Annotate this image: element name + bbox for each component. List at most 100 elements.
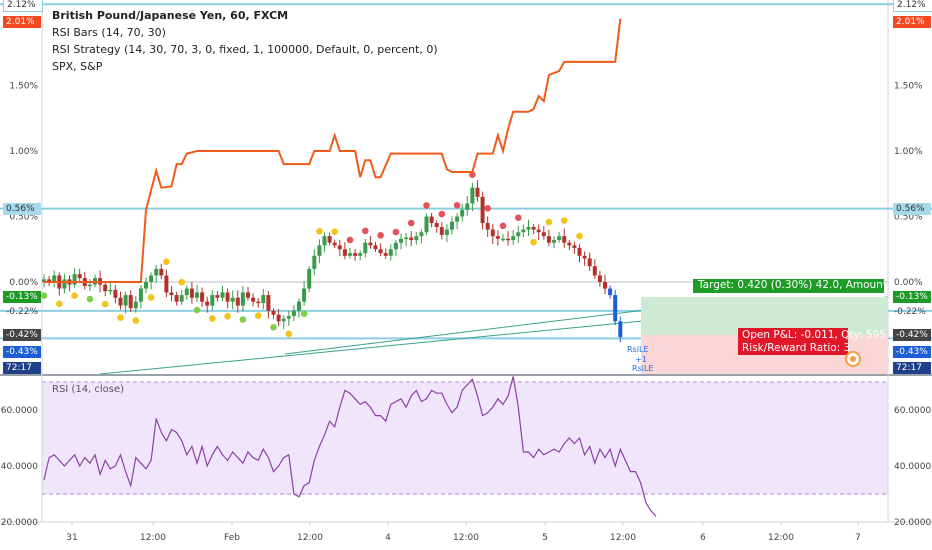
candle-body-106 (582, 255, 587, 259)
candle-body-56 (327, 236, 332, 243)
candle-body-6 (72, 274, 77, 285)
rsi-dot-12 (101, 300, 109, 308)
candle-body-9 (87, 284, 92, 287)
candle-body-58 (337, 245, 342, 250)
candle-body-52 (307, 268, 312, 289)
candle-body-63 (363, 242, 368, 254)
candle-body-7 (77, 274, 82, 279)
candle-body-79 (444, 229, 449, 235)
rsi-dot-66 (377, 232, 384, 239)
price-tag-left-2: 0.56% (3, 203, 41, 215)
rsi-dot-0 (40, 292, 48, 299)
candle-body-29 (189, 288, 194, 298)
candle-body-54 (317, 245, 322, 256)
rsi-dot-33 (209, 315, 216, 322)
price-tag-left-6: 72:17 (3, 362, 41, 374)
price-tag-right-2: 0.56% (893, 203, 931, 215)
candle-body-40 (246, 292, 250, 298)
price-tick-right-0: 1.50% (894, 82, 923, 92)
rsi-dot-48 (285, 330, 293, 338)
rsi-dot-45 (270, 323, 277, 331)
candle-body-77 (434, 223, 439, 227)
candle-body-67 (383, 253, 388, 256)
candle-body-86 (480, 196, 485, 224)
rsi-dot-15 (117, 314, 124, 321)
candle-body-50 (297, 301, 301, 311)
candle-body-23 (159, 268, 164, 276)
price-tick-left-2: 0.50% (9, 213, 38, 223)
candle-body-107 (587, 258, 592, 267)
candle-body-87 (485, 223, 490, 230)
candle-body-0 (42, 279, 46, 282)
legend-indicator-rsi-strategy: RSI Strategy (14, 30, 70, 3, 0, fixed, 1… (52, 43, 438, 56)
rsi-dot-6 (71, 292, 78, 299)
candle-body-93 (516, 232, 521, 237)
candle-body-4 (62, 279, 67, 289)
rsi-dot-105 (576, 232, 583, 240)
rsi-tick-right-2: 20.0000 (894, 518, 931, 528)
rsi-dot-51 (300, 310, 308, 317)
price-tag-left-0: 2.12% (3, 0, 43, 12)
candle-body-20 (144, 282, 148, 289)
price-tick-left-3: 0.00% (9, 278, 38, 288)
target-text: Target: 0.420 (0.30%) 42.0, Amount: 1 (698, 279, 884, 291)
candle-body-18 (133, 301, 138, 309)
trade-marker-2: +1 (635, 355, 647, 364)
candle-body-75 (424, 216, 429, 233)
candle-body-74 (419, 232, 424, 237)
rsi-dot-78 (438, 210, 446, 218)
candle-body-88 (490, 229, 495, 237)
candle-body-35 (220, 292, 225, 298)
candle-body-21 (149, 275, 154, 282)
candle-body-90 (501, 238, 505, 241)
rsi-dot-81 (453, 201, 461, 209)
candle-body-81 (455, 216, 460, 222)
rsi-dot-63 (362, 227, 369, 235)
candle-body-100 (552, 240, 556, 243)
candle-body-44 (266, 295, 271, 311)
candle-body-101 (557, 236, 562, 241)
rsi-dot-102 (560, 217, 568, 224)
candle-body-72 (409, 237, 414, 241)
candle-body-57 (332, 242, 337, 246)
candle-body-32 (205, 301, 210, 306)
time-label-4: 4 (385, 533, 391, 543)
candle-body-104 (572, 245, 577, 248)
legend-title: British Pound/Japanese Yen, 60, FXCM (52, 9, 289, 22)
rsi-tick-right-1: 40.0000 (894, 462, 931, 472)
candle-body-103 (567, 242, 572, 246)
candle-body-98 (541, 232, 546, 237)
candle-body-33 (210, 295, 215, 306)
time-label-7: 12:00 (610, 533, 636, 543)
time-label-0: 31 (66, 533, 77, 543)
open-pnl-text: Open P&L: -0.011, Qty: 595 (742, 329, 886, 341)
candle-body-37 (230, 297, 235, 302)
rsi-dot-57 (331, 228, 339, 235)
candle-body-95 (526, 226, 531, 230)
candle-body-15 (118, 297, 123, 306)
price-tick-left-1: 1.00% (9, 147, 38, 157)
candle-body-16 (123, 295, 128, 306)
candle-body-28 (184, 288, 189, 296)
rsi-dot-27 (178, 278, 185, 286)
rsi-dot-24 (163, 258, 170, 265)
rsi-dot-42 (254, 312, 262, 319)
rsi-dot-39 (239, 316, 247, 323)
candle-body-62 (358, 253, 363, 256)
price-tick-right-2: 0.50% (894, 213, 923, 223)
close-position-icon[interactable] (845, 351, 861, 367)
rsi-dot-84 (469, 171, 476, 178)
risk-reward-text: Risk/Reward Ratio: 3 (742, 342, 851, 354)
time-label-2: Feb (224, 533, 240, 543)
candle-body-102 (562, 236, 567, 243)
price-tick-right-1: 1.00% (894, 147, 923, 157)
candle-body-39 (240, 292, 245, 306)
candle-body-24 (164, 275, 169, 293)
time-label-6: 5 (542, 533, 548, 543)
rsi-dot-75 (423, 202, 430, 209)
candle-body-48 (286, 316, 291, 319)
trade-marker-1: RsiLE (627, 345, 649, 354)
candle-body-17 (128, 295, 133, 309)
